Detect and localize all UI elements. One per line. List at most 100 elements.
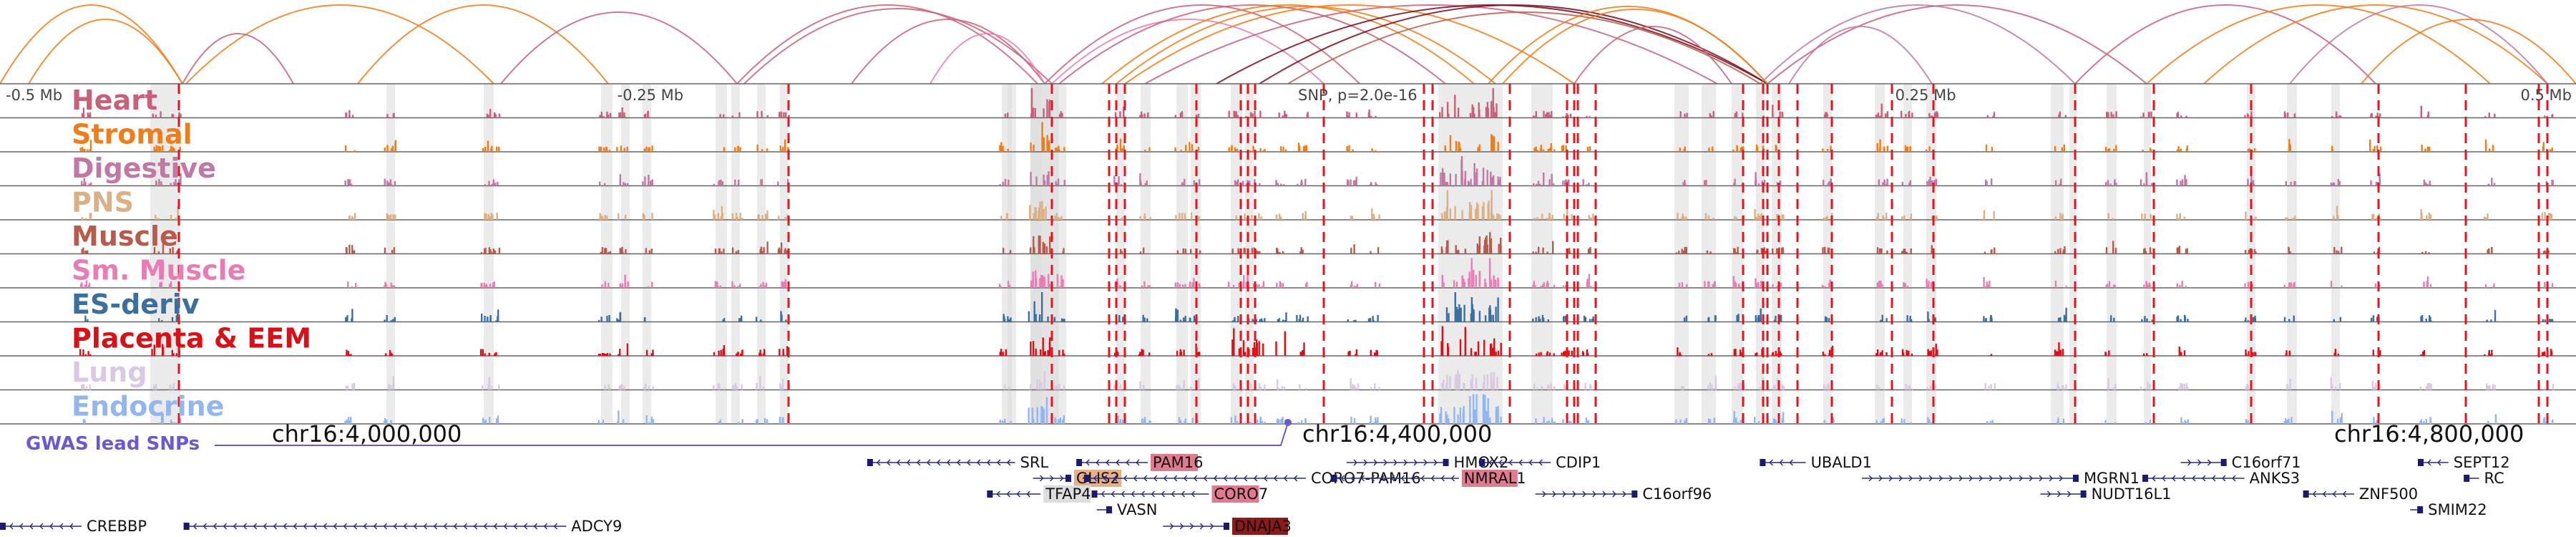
chromatin-loop-arc	[1124, 4, 1575, 84]
distance-tick-label: 0.5 Mb	[2520, 87, 2572, 104]
gene: MGRN1	[1861, 470, 2140, 487]
signal-track	[0, 258, 2576, 289]
chromatin-loop-arc	[1116, 6, 1496, 84]
gene-highlight	[1211, 485, 1259, 503]
gene: ADCY9	[183, 518, 622, 535]
gene: SEPT12	[2418, 454, 2510, 471]
track-label: Sm. Muscle	[72, 255, 245, 286]
chromatin-loop-arc	[1760, 4, 2076, 84]
chromatin-loop-arc	[1502, 9, 1768, 84]
gwas-connector	[215, 422, 1289, 446]
signal-track	[0, 88, 2576, 119]
genome-coordinate-label: chr16:4,800,000	[2334, 420, 2524, 448]
gene-label: SRL	[1020, 454, 1049, 471]
track-label: Endocrine	[72, 391, 224, 422]
distance-tick-label: 0.25 Mb	[1896, 87, 1956, 104]
signal-peaks	[79, 326, 2553, 356]
chromatin-loop-arc	[2289, 4, 2548, 84]
gene: CDIP1	[1479, 454, 1601, 471]
gene-label: ZNF500	[2359, 485, 2418, 503]
gene-highlight	[1232, 518, 1289, 535]
chromatin-loop-arc	[182, 33, 294, 84]
gene-label: SEPT12	[2454, 454, 2510, 471]
chromatin-loop-arc	[1058, 4, 1446, 84]
chromatin-loop-arc	[2074, 4, 2376, 84]
track-label: PNS	[72, 187, 134, 218]
chromatin-loop-arc	[1287, 11, 1761, 84]
gene-label: DNAJA3	[1234, 518, 1292, 535]
chromatin-loop-arc	[1488, 6, 1768, 84]
chromatin-loop-arc	[2146, 4, 2491, 84]
gene-label: ANKS3	[2250, 470, 2301, 487]
genome-coordinate-label: chr16:4,000,000	[272, 420, 462, 448]
chromatin-loop-arc	[1044, 4, 1360, 84]
gene-label: UBALD1	[1811, 454, 1872, 471]
gene-highlight	[1150, 454, 1198, 471]
gwas-snp-markers	[177, 84, 2549, 424]
signal-peaks	[81, 190, 2553, 220]
track-label: Muscle	[72, 221, 178, 252]
signal-peaks	[79, 258, 2554, 288]
gene-label: SMIM22	[2428, 501, 2487, 518]
gene-annotation-track: SRLPAM16HMOX2CDIP1UBALD1C16orf71SEPT12GL…	[0, 454, 2510, 535]
track-label: ES-deriv	[72, 289, 200, 320]
gene: RC	[2464, 470, 2504, 487]
genome-coordinate-label: chr16:4,400,000	[1302, 420, 1492, 448]
signal-track	[0, 156, 2576, 187]
genome-coordinate-axis: chr16:4,000,000 chr16:4,400,000 chr16:4,…	[272, 420, 2524, 448]
chromatin-loop-arc	[1259, 4, 1768, 84]
chromatin-loop-arc	[2203, 4, 2548, 84]
distance-axis: -0.5 Mb -0.25 Mb 0.25 Mb 0.5 Mb SNP, p=2…	[6, 87, 2572, 104]
gene-label: CORO7	[1214, 485, 1269, 503]
gene-label: VASN	[1117, 501, 1157, 518]
chromatin-loop-arc	[1144, 4, 1718, 84]
gene: NUDT16L1	[2040, 485, 2172, 503]
gene: C16orf71	[2180, 454, 2301, 471]
snp-pvalue-label: SNP, p=2.0e-16	[1298, 87, 1418, 104]
gene-label: RC	[2484, 470, 2504, 487]
signal-track	[0, 122, 2576, 153]
track-label: Digestive	[72, 153, 216, 184]
chromatin-loop-arcs	[0, 4, 2576, 84]
signal-track	[0, 232, 2576, 255]
signal-peaks	[79, 122, 2553, 152]
track-label: Stromal	[72, 119, 192, 150]
gene: CORO7-PAM16	[1083, 470, 1421, 487]
gene: VASN	[1096, 501, 1157, 518]
gene: SMIM22	[2410, 501, 2487, 518]
chromatin-loop-arc	[1101, 4, 1475, 84]
signal-track	[0, 190, 2576, 221]
track-label: Heart	[72, 84, 157, 116]
gwas-label: GWAS lead SNPs	[26, 433, 200, 455]
chromatin-loop-arc	[930, 33, 1045, 84]
gene-label: TFAP4	[1045, 485, 1091, 503]
gene: CREBBP	[0, 518, 147, 535]
gene-label: C16orf96	[1642, 485, 1712, 503]
gene-label: NUDT16L1	[2092, 485, 2172, 503]
gene-label: PAM16	[1153, 454, 1204, 471]
gwas-snp-point	[1284, 419, 1292, 426]
gene: ZNF500	[2303, 485, 2418, 503]
signal-peaks	[81, 369, 2555, 390]
gene-highlight	[1043, 485, 1091, 503]
gene-label: C16orf71	[2232, 454, 2301, 471]
gene: ANKS3	[2142, 470, 2300, 487]
chromatin-loop-arc	[2361, 19, 2576, 84]
gene: CORO7	[1091, 485, 1269, 503]
signal-peaks	[84, 292, 2554, 322]
gene-label: NMRAL1	[1464, 470, 1526, 487]
track-label: Placenta & EEM	[72, 323, 311, 354]
chromatin-loop-arc	[28, 19, 183, 84]
chromatin-loop-arc	[736, 4, 1038, 84]
signal-track	[0, 292, 2576, 323]
gene: UBALD1	[1760, 454, 1872, 471]
gene: PAM16	[1076, 454, 1203, 471]
signal-track	[0, 326, 2576, 357]
gene: TFAP4	[987, 485, 1091, 503]
distance-tick-label: -0.5 Mb	[6, 87, 62, 104]
gwas-lead-snps-row: GWAS lead SNPs	[26, 419, 1292, 455]
chromatin-loop-arc	[743, 8, 1053, 84]
chromatin-loop-arc	[0, 4, 183, 84]
